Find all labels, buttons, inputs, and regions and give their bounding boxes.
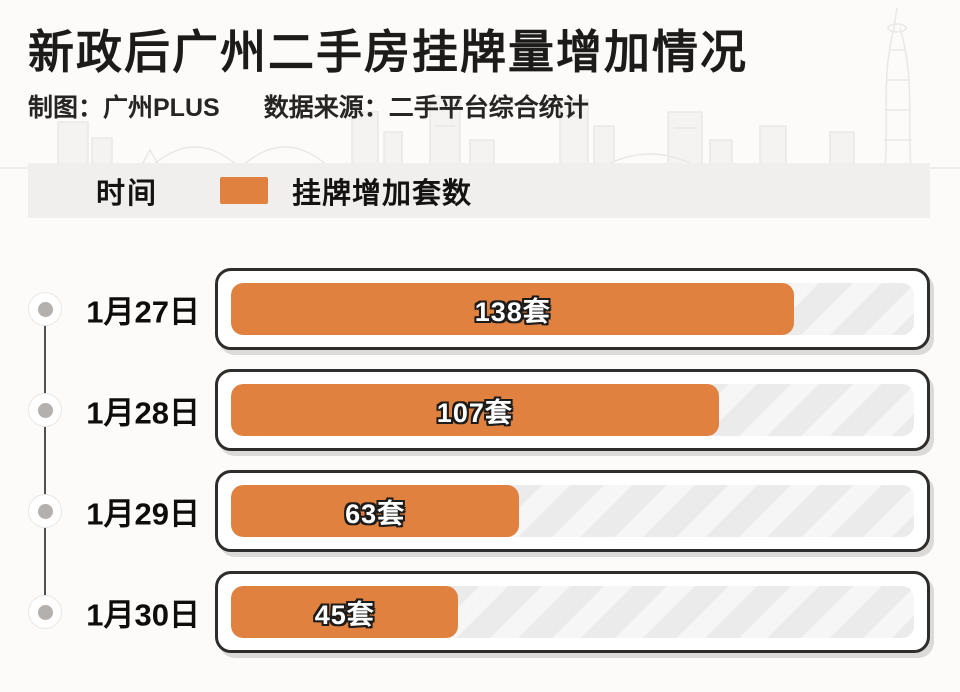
bar-track: 138套	[231, 283, 914, 335]
chart-row: 1月30日 45套	[0, 571, 960, 653]
source-text: 数据来源：二手平台综合统计	[263, 94, 589, 122]
date-label: 1月29日	[86, 496, 200, 532]
page-title: 新政后广州二手房挂牌量增加情况	[28, 27, 748, 78]
legend-color-swatch	[220, 177, 269, 204]
bar-fill: 138套	[231, 283, 795, 335]
byline-text: 制图：广州PLUS	[28, 94, 220, 122]
bar-value-label: 45套	[314, 599, 375, 630]
timeline-connector-line	[44, 309, 46, 612]
date-label: 1月30日	[86, 597, 200, 633]
bar-value-label: 107套	[436, 397, 513, 428]
bar-value-label: 138套	[474, 296, 551, 327]
bar-chart: 1月27日 138套 1月28日 107套 1月29日 63套	[0, 268, 960, 672]
chart-row: 1月27日 138套	[0, 268, 960, 350]
timeline-dot	[29, 596, 61, 628]
bar-value-label: 63套	[345, 498, 406, 529]
bar-container: 138套	[215, 268, 930, 350]
legend-time-label: 时间	[96, 177, 159, 210]
timeline-dot	[29, 293, 61, 325]
timeline-dot-inner	[37, 402, 53, 418]
subtitle: 制图：广州PLUS 数据来源：二手平台综合统计	[28, 88, 589, 124]
chart-row: 1月28日 107套	[0, 369, 960, 451]
bar-track: 107套	[231, 384, 914, 436]
bar-fill: 63套	[231, 485, 520, 537]
bar-track: 63套	[231, 485, 914, 537]
timeline-dot	[29, 495, 61, 527]
chart-row: 1月29日 63套	[0, 470, 960, 552]
date-label: 1月28日	[86, 395, 200, 431]
bar-container: 63套	[215, 470, 930, 552]
legend-band: 时间 挂牌增加套数	[28, 163, 930, 218]
bar-track: 45套	[231, 586, 914, 638]
bar-fill: 45套	[231, 586, 459, 638]
timeline-dot-inner	[37, 301, 53, 317]
timeline-dot-inner	[37, 604, 53, 620]
date-label: 1月27日	[86, 294, 200, 330]
timeline-dot-inner	[37, 503, 53, 519]
bar-container: 45套	[215, 571, 930, 653]
bar-container: 107套	[215, 369, 930, 451]
legend-series-label: 挂牌增加套数	[292, 177, 473, 210]
timeline-dot	[29, 394, 61, 426]
bar-fill: 107套	[231, 384, 719, 436]
skyline-decoration	[0, 7, 960, 169]
